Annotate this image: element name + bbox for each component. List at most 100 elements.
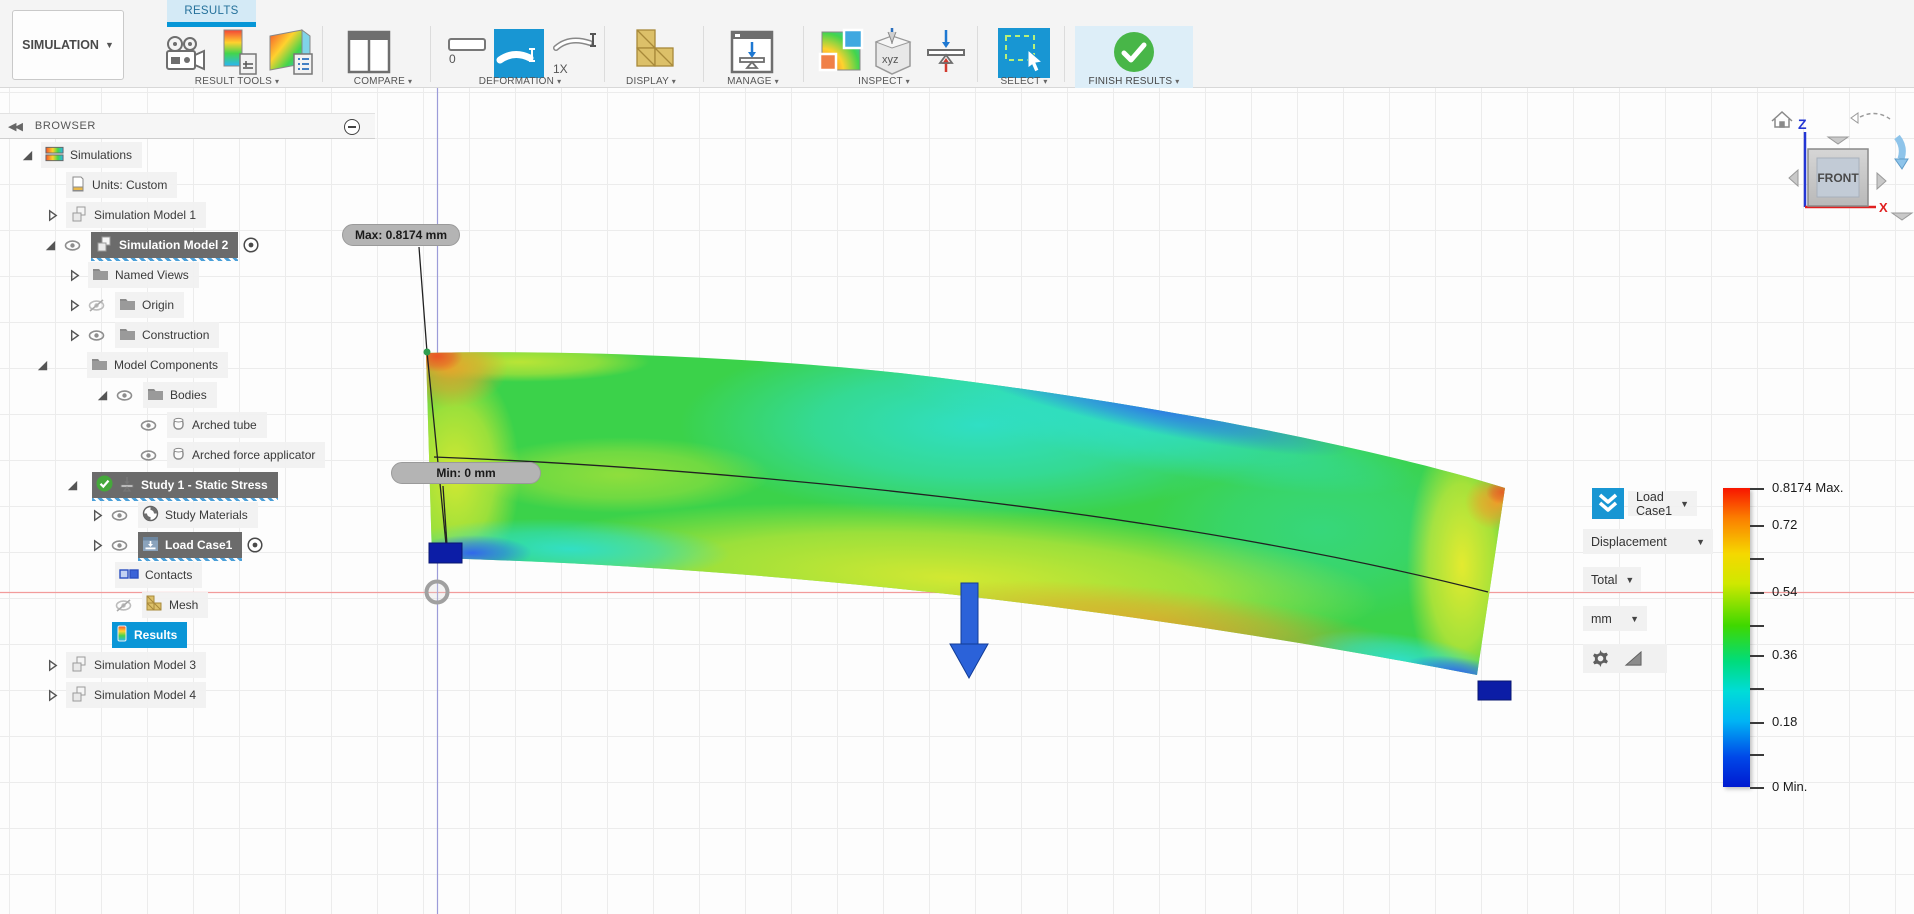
- tree-item-load-case1[interactable]: Load Case1: [0, 532, 263, 561]
- visibility-on-icon[interactable]: [140, 448, 157, 463]
- tree-label-study-materials[interactable]: Study Materials: [138, 502, 258, 528]
- tree-label-mesh[interactable]: Mesh: [142, 592, 209, 618]
- unit-dropdown[interactable]: mm ▼: [1583, 606, 1647, 631]
- legend-colorbar[interactable]: [1723, 488, 1750, 787]
- expander-expanded-icon[interactable]: [43, 238, 58, 253]
- group-label-display[interactable]: DISPLAY ▾: [626, 76, 676, 87]
- expander-collapsed-icon[interactable]: [90, 538, 105, 553]
- animate-results-icon[interactable]: [163, 34, 207, 74]
- rotate-up-arrow-icon[interactable]: [1826, 136, 1850, 145]
- finish-results-check-icon[interactable]: [1112, 30, 1156, 74]
- tree-item-origin[interactable]: Origin: [0, 292, 185, 318]
- rotate-left-arrow-icon[interactable]: [1788, 168, 1799, 188]
- load-case-dropdown[interactable]: Load Case1 ▼: [1628, 490, 1698, 518]
- tree-label-contacts[interactable]: Contacts: [115, 562, 203, 588]
- tree-item-simulation-model-3[interactable]: Simulation Model 3: [0, 652, 207, 678]
- visibility-on-icon[interactable]: [116, 388, 133, 403]
- viewcube-face-inner[interactable]: [1816, 157, 1860, 198]
- tree-label-origin[interactable]: Origin: [115, 292, 185, 318]
- inspect-result-details-icon[interactable]: [818, 28, 866, 74]
- inspect-reactions-icon[interactable]: [925, 28, 967, 76]
- tree-item-simulation-model-4[interactable]: Simulation Model 4: [0, 682, 207, 708]
- tree-item-model-components[interactable]: Model Components: [0, 352, 229, 378]
- activate-radio-icon[interactable]: [243, 237, 259, 253]
- tree-item-simulations[interactable]: Simulations: [0, 142, 143, 168]
- tree-label-simulation-model-4[interactable]: Simulation Model 4: [66, 682, 207, 708]
- roll-arrow-icon[interactable]: [1859, 112, 1891, 120]
- inspect-point-probe-icon[interactable]: xyz: [868, 26, 916, 76]
- group-label-select[interactable]: SELECT ▾: [1000, 76, 1048, 87]
- group-label-inspect[interactable]: INSPECT ▾: [858, 76, 910, 87]
- legend-options-icon[interactable]: [220, 28, 260, 78]
- group-label-finish-results[interactable]: FINISH RESULTS ▾: [1088, 76, 1180, 87]
- tree-label-simulations[interactable]: Simulations: [41, 142, 143, 168]
- tree-item-simulation-model-1[interactable]: Simulation Model 1: [0, 202, 207, 228]
- tree-item-contacts[interactable]: Contacts: [0, 562, 203, 588]
- result-model[interactable]: [388, 319, 1530, 700]
- group-label-deformation[interactable]: DEFORMATION ▾: [478, 76, 562, 87]
- tree-label-bodies[interactable]: Bodies: [143, 382, 217, 408]
- rotate-down-arrow-icon[interactable]: [1890, 212, 1914, 221]
- tree-label-simulation-model-3[interactable]: Simulation Model 3: [66, 652, 207, 678]
- deformation-undeformed-icon[interactable]: [446, 36, 488, 72]
- expander-collapsed-icon[interactable]: [67, 328, 82, 343]
- expander-expanded-icon[interactable]: [35, 358, 50, 373]
- activate-radio-icon[interactable]: [247, 537, 263, 553]
- tree-label-arched-force-applicator[interactable]: Arched force applicator: [167, 442, 326, 468]
- legend-scale-icon[interactable]: [1624, 650, 1643, 667]
- tree-item-simulation-model-2[interactable]: Simulation Model 2: [0, 232, 259, 261]
- expander-collapsed-icon[interactable]: [45, 658, 60, 673]
- tab-results[interactable]: RESULTS: [167, 0, 256, 22]
- home-view-icon[interactable]: [1771, 110, 1793, 128]
- tree-label-arched-tube[interactable]: Arched tube: [167, 412, 267, 438]
- select-icon[interactable]: [998, 28, 1050, 78]
- visibility-on-icon[interactable]: [140, 418, 157, 433]
- tree-item-study-materials[interactable]: Study Materials: [0, 502, 258, 528]
- visibility-on-icon[interactable]: [111, 538, 128, 553]
- gear-icon[interactable]: [1591, 649, 1610, 668]
- manage-load-case-icon[interactable]: [730, 30, 774, 74]
- tree-item-study-1-static-stress[interactable]: Study 1 - Static Stress: [0, 472, 278, 501]
- group-label-compare[interactable]: COMPARE ▾: [353, 76, 413, 87]
- compare-icon[interactable]: [347, 30, 391, 74]
- tree-label-construction[interactable]: Construction: [115, 322, 220, 348]
- tree-label-load-case1[interactable]: Load Case1: [138, 532, 243, 561]
- collapse-browser-icon[interactable]: ◀◀: [8, 120, 23, 133]
- result-type-dropdown[interactable]: Displacement ▼: [1583, 529, 1713, 554]
- tree-item-arched-tube[interactable]: Arched tube: [0, 412, 267, 438]
- orbit-arrow-icon[interactable]: [1894, 134, 1906, 161]
- expander-expanded-icon[interactable]: [20, 148, 35, 163]
- deformation-scaled-icon[interactable]: [552, 30, 600, 64]
- load-case-icon[interactable]: [1592, 488, 1624, 519]
- tree-item-mesh[interactable]: Mesh: [0, 592, 209, 618]
- result-display-icon[interactable]: [268, 28, 316, 78]
- tree-item-named-views[interactable]: Named Views: [0, 262, 199, 288]
- group-label-result-tools[interactable]: RESULT TOOLS ▾: [194, 76, 280, 87]
- deformation-actual-icon-active[interactable]: [494, 29, 544, 78]
- component-dropdown[interactable]: Total ▼: [1583, 567, 1641, 592]
- expander-collapsed-icon[interactable]: [45, 208, 60, 223]
- rotate-right-arrow-icon[interactable]: [1876, 171, 1887, 191]
- visibility-off-icon[interactable]: [115, 598, 132, 613]
- display-mesh-icon[interactable]: [623, 28, 675, 78]
- expander-collapsed-icon[interactable]: [67, 268, 82, 283]
- tree-label-units-custom[interactable]: Units: Custom: [66, 172, 178, 198]
- expander-expanded-icon[interactable]: [65, 478, 80, 493]
- tree-label-study-1-static-stress[interactable]: Study 1 - Static Stress: [92, 472, 278, 501]
- tree-item-construction[interactable]: Construction: [0, 322, 220, 348]
- visibility-off-icon[interactable]: [88, 298, 105, 313]
- tree-item-arched-force-applicator[interactable]: Arched force applicator: [0, 442, 326, 468]
- workspace-switcher[interactable]: SIMULATION ▼: [12, 10, 124, 80]
- viewcube[interactable]: Z X FRONT: [1764, 85, 1914, 230]
- expander-collapsed-icon[interactable]: [67, 298, 82, 313]
- tree-item-bodies[interactable]: Bodies: [0, 382, 217, 408]
- tree-label-simulation-model-2[interactable]: Simulation Model 2: [91, 232, 239, 261]
- tree-label-results[interactable]: Results: [112, 622, 188, 648]
- tree-item-results[interactable]: Results: [0, 622, 188, 648]
- force-arrow[interactable]: [949, 582, 989, 680]
- visibility-on-icon[interactable]: [111, 508, 128, 523]
- visibility-on-icon[interactable]: [88, 328, 105, 343]
- expander-expanded-icon[interactable]: [95, 388, 110, 403]
- visibility-on-icon[interactable]: [64, 238, 81, 253]
- browser-display-toggle-icon[interactable]: [344, 119, 360, 135]
